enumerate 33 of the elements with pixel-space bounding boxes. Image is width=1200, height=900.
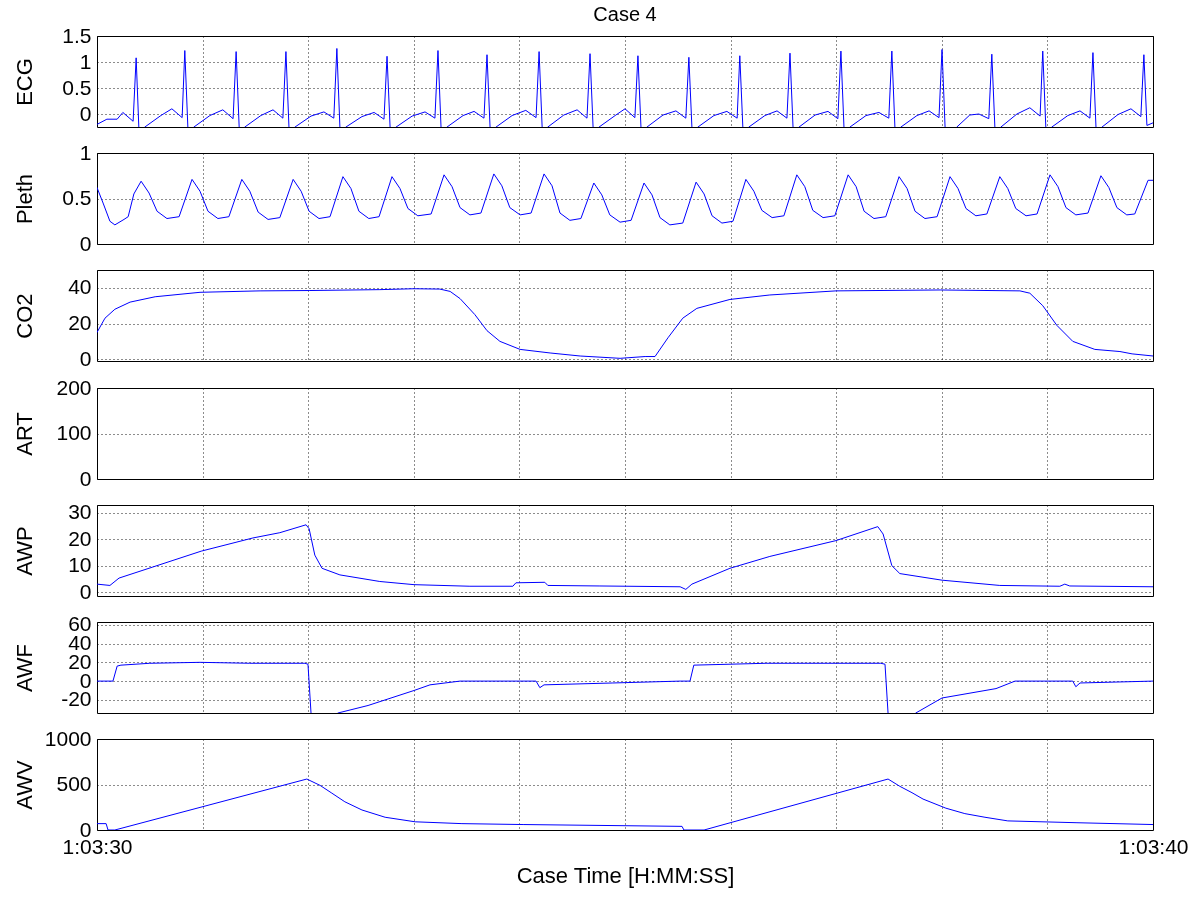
y-axis-title: AWV (11, 760, 37, 810)
y-tick-label: 0 (79, 231, 92, 255)
y-tick-label: 0 (79, 346, 92, 370)
chart-title: Case 4 (593, 3, 657, 25)
y-tick-label: 1 (79, 49, 92, 73)
x-tick-label: 1:03:40 (1118, 834, 1189, 858)
y-axis-title: AWF (11, 643, 37, 693)
line-series (97, 524, 1153, 590)
y-tick-label: 20 (68, 311, 92, 335)
y-tick-label: 10 (68, 553, 92, 577)
y-tick-label: 0 (79, 101, 92, 125)
line-series (97, 173, 1153, 226)
y-tick-label: 200 (56, 375, 92, 399)
y-tick-label: 1000 (44, 726, 92, 750)
y-tick-label: 30 (68, 500, 92, 524)
y-axis-title: AWP (11, 526, 37, 576)
y-tick-label: 20 (68, 526, 92, 550)
y-axis-title: Pleth (11, 173, 37, 225)
y-axis-title: CO2 (11, 293, 37, 339)
y-tick-label: 500 (56, 772, 92, 795)
y-tick-label: 0 (79, 466, 92, 490)
y-tick-label: 40 (68, 275, 92, 299)
y-tick-label: 1.5 (62, 23, 92, 47)
y-tick-label: 100 (56, 421, 92, 444)
y-tick-label: 0.5 (62, 75, 92, 99)
x-axis-title: Case Time [H:MM:SS] (516, 862, 735, 888)
line-series (97, 778, 1153, 830)
y-axis-title: ECG (11, 58, 37, 106)
y-tick-label: 0 (79, 579, 92, 603)
y-tick-label: 1 (79, 140, 92, 164)
y-tick-label: 0.5 (62, 186, 92, 209)
y-axis-title: ART (11, 412, 37, 456)
line-series (97, 288, 1153, 359)
